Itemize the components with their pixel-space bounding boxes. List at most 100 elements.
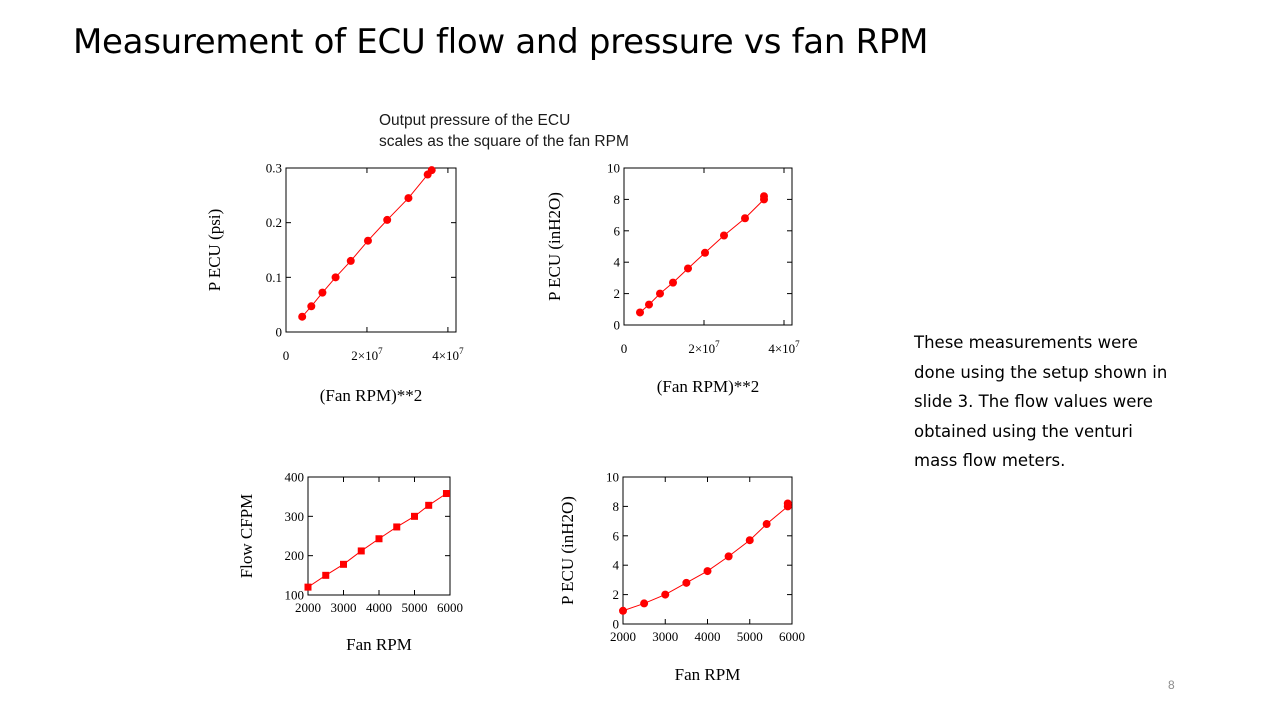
- data-point: [427, 166, 436, 175]
- series-line: [301, 169, 433, 318]
- y-tick-label: 0.1: [266, 270, 282, 285]
- data-point: [404, 194, 413, 203]
- series-line: [639, 196, 765, 313]
- slide-title: Measurement of ECU flow and pressure vs …: [73, 22, 929, 62]
- side-note-line-4: obtained using the venturi: [914, 421, 1133, 441]
- data-point: [724, 552, 733, 561]
- x-tick-label: 3000: [652, 629, 678, 644]
- chart-pressure-inh2o-vs-rpm: 2000 3000 4000 5000 6000 0 2 4 6 8 10 Fan RPM P ECU …: [558, 470, 805, 685]
- data-point: [375, 535, 383, 543]
- y-tick-label: 6: [613, 528, 620, 543]
- side-note: These measurements were done using the s…: [914, 328, 1224, 476]
- data-point: [331, 273, 340, 282]
- data-point: [425, 501, 433, 509]
- y-tick-label: 4: [613, 558, 620, 573]
- page-number: 8: [1168, 678, 1175, 692]
- side-note-line-5: mass flow meters.: [914, 451, 1066, 470]
- x-tick-label: 2×107: [351, 346, 383, 363]
- data-point: [340, 560, 347, 568]
- data-point: [760, 192, 768, 201]
- x-tick-label: 2000: [610, 629, 636, 644]
- x-tick-label: 4000: [695, 629, 721, 644]
- x-tick-label: 5000: [402, 600, 428, 615]
- data-point: [669, 278, 677, 287]
- data-point: [442, 490, 450, 498]
- y-tick-label: 10: [607, 161, 620, 176]
- data-point: [762, 520, 771, 529]
- x-axis-label: Fan RPM: [346, 635, 412, 654]
- side-note-line-2: done using the setup shown in: [914, 362, 1168, 382]
- data-point: [307, 302, 316, 311]
- y-tick-label: 8: [613, 499, 620, 514]
- chart-pressure-inh2o-vs-rpm-squared: 0 2×107 4×107 0 2 4 6 8 10 (Fan RPM)**2 P ECU (inH…: [545, 161, 800, 397]
- side-note-line-1: These measurements were: [914, 333, 1138, 352]
- x-tick-label: 6000: [779, 629, 805, 644]
- x-tick-label: 2×107: [688, 339, 720, 356]
- side-note-line-3: slide 3. The flow values were: [914, 392, 1153, 411]
- x-tick-label: 5000: [737, 629, 763, 644]
- data-point: [745, 536, 754, 545]
- chart-flow-vs-rpm: 2000 3000 4000 5000 6000 100 200 300 400 Fan RPM F…: [237, 470, 463, 655]
- data-point: [322, 571, 330, 579]
- data-point: [741, 214, 749, 223]
- data-point: [684, 264, 692, 273]
- plot-frame: [623, 167, 793, 326]
- y-tick-label: 10: [606, 470, 619, 485]
- y-tick-label: 0: [276, 325, 283, 340]
- y-axis-label: P ECU (psi): [205, 209, 224, 292]
- data-point: [661, 590, 670, 599]
- plot-frame: [285, 167, 457, 333]
- y-tick-label: 300: [285, 509, 305, 524]
- data-point: [411, 512, 418, 520]
- chart-pressure-psi-vs-rpm-squared: 0 2×107 4×107 0 0.1 0.2 0.3 (Fan RPM)**2 P ECU (…: [205, 161, 464, 406]
- data-point: [318, 288, 327, 297]
- data-point: [619, 606, 627, 615]
- y-tick-label: 6: [614, 223, 621, 238]
- y-tick-label: 2: [614, 286, 621, 301]
- data-point: [393, 523, 401, 531]
- x-tick-label: 3000: [331, 600, 357, 615]
- y-tick-label: 4: [614, 255, 621, 270]
- data-point: [701, 248, 709, 257]
- y-tick-label: 400: [285, 470, 305, 485]
- x-tick-label: 0: [621, 341, 628, 356]
- annotation-line-2: scales as the square of the fan RPM: [379, 133, 629, 150]
- x-axis-label: (Fan RPM)**2: [320, 386, 422, 405]
- data-point: [346, 256, 355, 265]
- x-tick-label: 0: [283, 348, 290, 363]
- data-point: [703, 567, 712, 576]
- y-tick-label: 0.2: [266, 215, 282, 230]
- y-tick-label: 0.3: [266, 161, 282, 176]
- x-tick-label: 6000: [437, 600, 463, 615]
- y-tick-label: 2: [613, 587, 620, 602]
- annotation-line-1: Output pressure of the ECU: [379, 112, 571, 129]
- series-line: [622, 503, 789, 612]
- data-point: [645, 300, 653, 309]
- data-point: [640, 599, 649, 608]
- x-tick-label: 4000: [366, 600, 392, 615]
- x-tick-label: 4×107: [768, 339, 800, 356]
- chart-annotation: Output pressure of the ECU scales as the…: [379, 110, 629, 152]
- y-axis-label: Flow CFPM: [237, 494, 256, 579]
- data-point: [363, 236, 372, 245]
- x-axis-label: (Fan RPM)**2: [657, 377, 759, 396]
- x-tick-label: 2000: [295, 600, 321, 615]
- data-point: [636, 308, 644, 317]
- data-point: [720, 231, 728, 240]
- data-point: [783, 499, 792, 508]
- data-point: [357, 547, 365, 555]
- data-point: [383, 215, 392, 224]
- y-axis-label: P ECU (inH2O): [558, 496, 577, 605]
- y-axis-label: P ECU (inH2O): [545, 192, 564, 301]
- y-tick-label: 100: [285, 588, 305, 603]
- y-tick-label: 0: [613, 617, 620, 632]
- y-tick-label: 200: [285, 548, 305, 563]
- data-point: [656, 289, 664, 298]
- y-tick-label: 0: [614, 318, 621, 333]
- data-point: [682, 578, 691, 587]
- data-point: [304, 583, 312, 591]
- x-axis-label: Fan RPM: [675, 665, 741, 684]
- data-point: [298, 312, 307, 321]
- x-tick-label: 4×107: [432, 346, 464, 363]
- y-tick-label: 8: [614, 192, 621, 207]
